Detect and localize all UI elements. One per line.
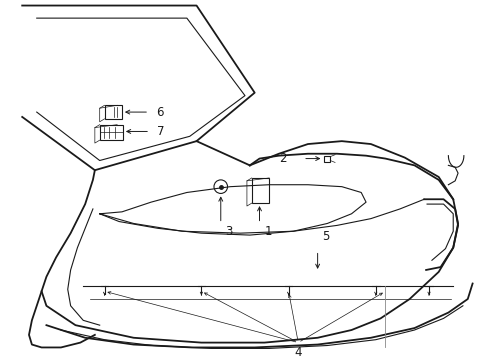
Text: 1: 1 <box>264 225 271 238</box>
Bar <box>251 178 269 203</box>
Bar <box>100 125 122 140</box>
Text: 6: 6 <box>156 105 163 118</box>
Text: 2: 2 <box>279 152 286 165</box>
Text: 3: 3 <box>225 225 232 238</box>
Text: 5: 5 <box>322 230 329 243</box>
Bar <box>104 105 122 119</box>
Text: 7: 7 <box>157 125 164 138</box>
Text: 4: 4 <box>294 346 302 359</box>
